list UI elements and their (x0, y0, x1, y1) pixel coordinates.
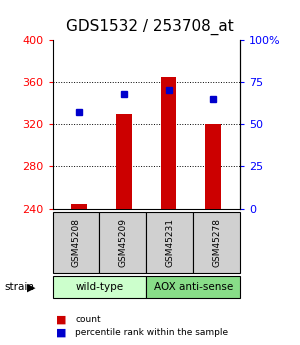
Bar (161, 77, 176, 209)
Text: GSM45209: GSM45209 (118, 218, 127, 267)
Text: ▶: ▶ (27, 282, 36, 292)
Bar (71, 205, 87, 209)
Text: GSM45231: GSM45231 (165, 218, 174, 267)
Bar (206, 124, 221, 209)
Text: wild-type: wild-type (75, 282, 123, 292)
Text: count: count (75, 315, 100, 324)
Text: strain: strain (4, 282, 34, 292)
Text: GDS1532 / 253708_at: GDS1532 / 253708_at (66, 19, 234, 35)
Text: ■: ■ (56, 328, 66, 338)
Text: percentile rank within the sample: percentile rank within the sample (75, 328, 228, 337)
Text: AOX anti-sense: AOX anti-sense (154, 282, 233, 292)
Bar (116, 114, 132, 209)
Text: GSM45208: GSM45208 (71, 218, 80, 267)
Text: GSM45278: GSM45278 (212, 218, 221, 267)
Text: ■: ■ (56, 315, 66, 325)
